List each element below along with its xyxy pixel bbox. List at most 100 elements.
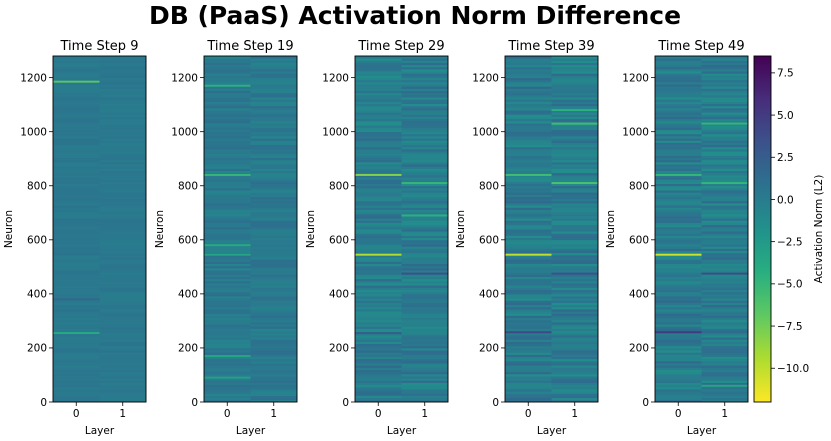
heatmap-cell [53, 341, 100, 345]
heatmap-cell [204, 226, 251, 230]
heatmap-cell [551, 94, 599, 98]
heatmap-cell [355, 248, 402, 252]
heatmap-cell [53, 123, 100, 126]
heatmap-cell [505, 263, 552, 267]
heatmap-cell [355, 157, 402, 161]
heatmap-cell [401, 172, 449, 176]
heatmap-cell [355, 114, 402, 117]
heatmap-cell [655, 378, 702, 381]
heatmap-cell [551, 179, 599, 182]
heatmap-cell [53, 142, 100, 146]
heatmap-cell [355, 302, 402, 306]
heatmap-cell [204, 94, 251, 98]
heatmap-cell [655, 291, 702, 295]
heatmap-cell [701, 244, 749, 247]
heatmap-cell [99, 192, 147, 195]
heatmap-cell [250, 317, 298, 321]
heatmap-cell [250, 187, 298, 191]
heatmap-cell [401, 71, 449, 74]
heatmap-cell [505, 170, 552, 174]
heatmap-cell [99, 293, 147, 297]
heatmap-cell [701, 60, 749, 63]
heatmap-cell [250, 263, 298, 267]
heatmap-cell [204, 293, 251, 297]
heatmap-cell [53, 84, 100, 87]
heatmap-cell [701, 237, 749, 241]
heatmap-cell [355, 170, 402, 174]
heatmap-cell [401, 386, 449, 390]
heatmap-cell [701, 283, 749, 286]
heatmap-cell [551, 157, 599, 161]
heatmap-cell [355, 321, 402, 325]
heatmap-cell [551, 207, 599, 210]
heatmap-cell [204, 192, 251, 195]
heatmap-cell [505, 313, 552, 316]
heatmap-cell [655, 220, 702, 223]
heatmap-cell [53, 181, 100, 184]
heatmap-cell [355, 79, 402, 83]
heatmap-cell [355, 311, 402, 314]
heatmap-cell [505, 347, 552, 351]
heatmap-cell [655, 192, 702, 195]
heatmap-cell [551, 276, 599, 280]
heatmap-cell [53, 319, 100, 323]
heatmap-cell [250, 179, 298, 182]
heatmap-cell [701, 101, 749, 104]
heatmap-cell [551, 373, 599, 377]
heatmap-cell [204, 222, 251, 226]
heatmap-cell [355, 354, 402, 357]
heatmap-cell [401, 56, 449, 59]
heatmap-cell [53, 174, 100, 178]
heatmap-cell [655, 226, 702, 230]
heatmap-cell [204, 81, 251, 85]
heatmap-cell [250, 60, 298, 63]
highlight-band [204, 84, 251, 87]
heatmap-cells [505, 56, 599, 403]
heatmap-cell [701, 365, 749, 368]
highlight-band [355, 253, 402, 256]
heatmap-cell [551, 369, 599, 373]
heatmap-cell [655, 181, 702, 184]
heatmap-cell [701, 326, 749, 329]
heatmap-cell [250, 140, 298, 143]
heatmap-cell [701, 81, 749, 85]
heatmap-cell [99, 391, 147, 394]
heatmap-cell [401, 267, 449, 271]
heatmap-cell [355, 138, 402, 141]
heatmap-cell [505, 395, 552, 399]
heatmap-cell [250, 229, 298, 232]
heatmap-cell [551, 131, 599, 135]
heatmap-cell [551, 378, 599, 381]
heatmap-cell [701, 177, 749, 180]
heatmap-cell [505, 229, 552, 232]
heatmap-cell [53, 151, 100, 154]
heatmap-cell [401, 244, 449, 247]
heatmap-cell [250, 125, 298, 128]
heatmap-cell [99, 133, 147, 137]
heatmap-cell [99, 365, 147, 368]
heatmap-cell [401, 239, 449, 243]
highlight-band [204, 173, 251, 176]
heatmap-cell [505, 341, 552, 345]
heatmap-cell [99, 92, 147, 96]
heatmap-cell [505, 300, 552, 303]
heatmap-cell [551, 129, 599, 133]
heatmap-cell [250, 64, 298, 68]
heatmap-cell [655, 101, 702, 104]
heatmap-cell [99, 211, 147, 215]
heatmap-cell [250, 378, 298, 381]
heatmap-cell [505, 278, 552, 282]
heatmap-cell [53, 127, 100, 130]
heatmap-cell [401, 125, 449, 128]
heatmap-cell [250, 373, 298, 377]
heatmap-cell [551, 136, 599, 139]
heatmap-cell [505, 250, 552, 254]
heatmap-cell [701, 164, 749, 167]
heatmap-cell [204, 267, 251, 271]
heatmap-cell [204, 138, 251, 141]
heatmap-cell [250, 153, 298, 156]
heatmap-cell [250, 382, 298, 386]
heatmap-cell [655, 205, 702, 208]
heatmap-cell [551, 246, 599, 249]
heatmap-cell [204, 300, 251, 303]
